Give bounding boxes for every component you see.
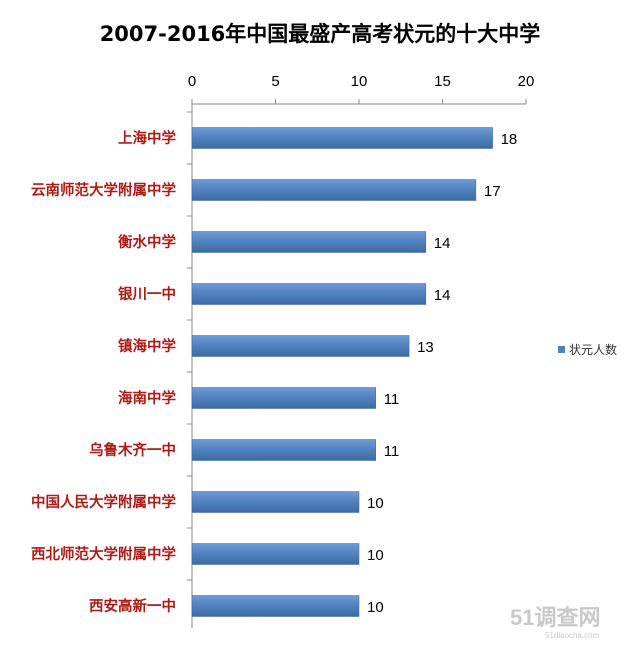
data-label: 14 xyxy=(434,235,451,252)
legend-swatch xyxy=(558,346,565,353)
data-label: 10 xyxy=(367,547,384,564)
category-label: 中国人民大学附属中学 xyxy=(31,493,176,511)
legend: 状元人数 xyxy=(558,342,617,357)
category-label: 海南中学 xyxy=(118,389,176,407)
category-label: 衡水中学 xyxy=(118,233,176,251)
category-label: 镇海中学 xyxy=(118,337,176,355)
bar xyxy=(191,335,410,357)
x-tick-label: 10 xyxy=(351,73,368,90)
data-label: 13 xyxy=(417,339,434,356)
data-label: 11 xyxy=(384,391,400,408)
watermark-url: 51diaocha.com xyxy=(545,631,600,640)
x-tick-label: 0 xyxy=(188,73,196,90)
x-tick-label: 5 xyxy=(271,73,279,90)
category-label: 上海中学 xyxy=(118,129,176,147)
data-label: 10 xyxy=(367,495,384,512)
data-label: 17 xyxy=(484,183,501,200)
bar xyxy=(191,439,376,461)
x-tick-label: 15 xyxy=(434,73,451,90)
category-label: 银川一中 xyxy=(118,285,176,303)
category-label: 西北师范大学附属中学 xyxy=(31,545,176,563)
category-label: 乌鲁木齐一中 xyxy=(89,441,176,459)
watermark-text: 51调查网 xyxy=(510,605,600,630)
data-label: 14 xyxy=(434,287,451,304)
bar xyxy=(191,595,360,617)
bar xyxy=(191,387,376,409)
bar xyxy=(191,231,427,253)
data-label: 10 xyxy=(367,599,384,616)
bars: 上海中学 18 云南师范大学附属中学 17 衡水中学 14 银川一中 14 镇海中学 13 海南中学… xyxy=(31,127,518,617)
watermark: 51调查网 51diaocha.com xyxy=(510,605,600,640)
bar xyxy=(191,127,493,149)
x-tick-label: 20 xyxy=(518,73,535,90)
bar xyxy=(191,543,360,565)
data-label: 18 xyxy=(501,131,518,148)
bar xyxy=(191,179,477,201)
category-label: 云南师范大学附属中学 xyxy=(31,181,176,199)
data-label: 11 xyxy=(384,443,400,460)
chart-title: 2007-2016年中国最盛产高考状元的十大中学 xyxy=(100,22,541,46)
bar xyxy=(191,491,360,513)
bar xyxy=(191,283,427,305)
legend-label: 状元人数 xyxy=(569,342,617,357)
category-label: 西安高新一中 xyxy=(89,597,176,615)
